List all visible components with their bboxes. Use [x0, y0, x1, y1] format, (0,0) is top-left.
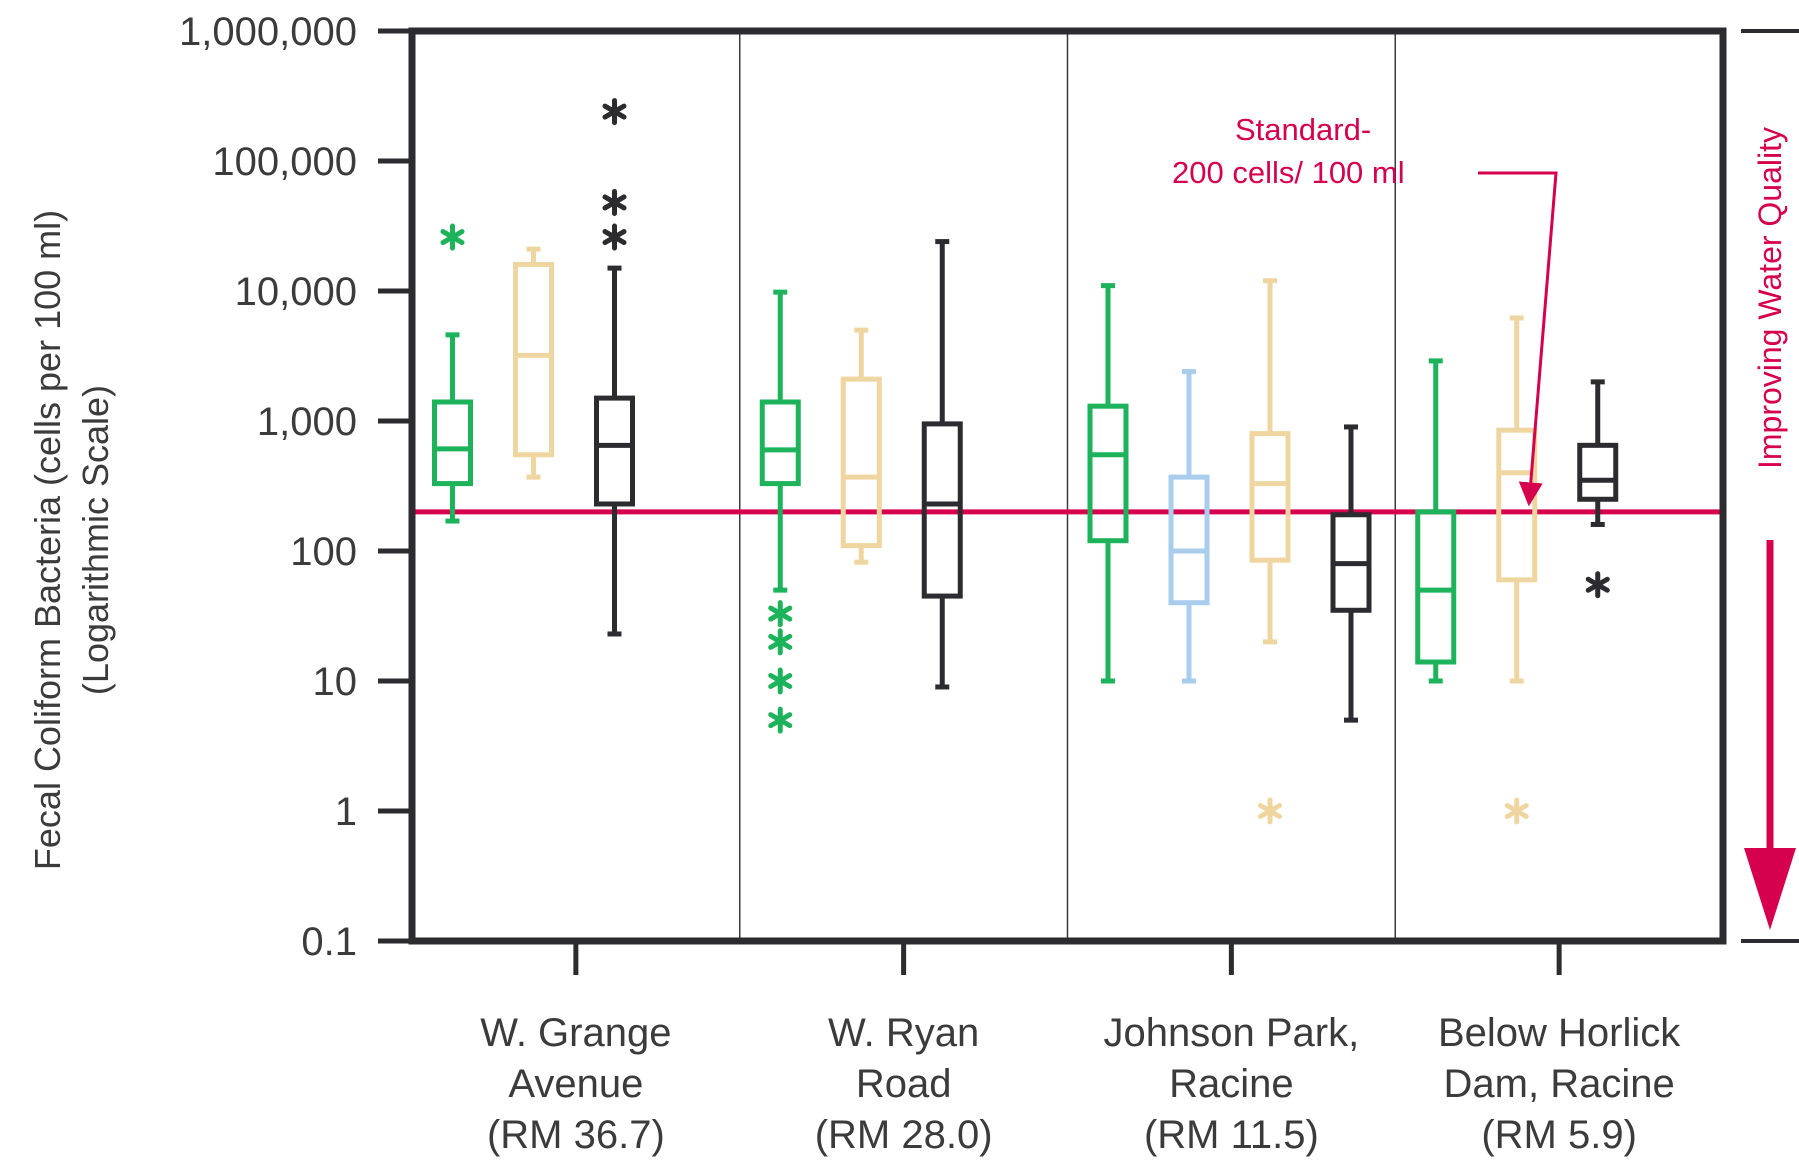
outlier-point [768, 667, 793, 695]
x-tick-label: Avenue [508, 1062, 643, 1106]
standard-pointer-arrow [1478, 171, 1558, 507]
iqr-box [1577, 442, 1619, 502]
y-axis-sublabel: (Logarithmic Scale) [75, 385, 116, 695]
box-plot [1415, 358, 1457, 684]
x-tick-label: Road [856, 1062, 952, 1106]
outlier-stroke [1504, 803, 1529, 819]
iqr-box [840, 376, 882, 549]
y-tick-label: 1,000 [257, 400, 357, 444]
y-axis-ticks: 0.1 1 10 100 1,000 10,000 100,000 1,000,000 [179, 10, 412, 964]
outlier-point [602, 223, 627, 251]
y-tick-label: 10 [313, 660, 358, 704]
outlier-stroke [768, 633, 793, 650]
outlier-point [1585, 571, 1610, 599]
outlier-point [602, 188, 627, 216]
water-quality-indicator: Improving Water Quality [1741, 29, 1799, 943]
outlier-stroke [1585, 576, 1610, 593]
box-plot [513, 246, 554, 480]
y-tick-label: 10,000 [235, 270, 357, 314]
y-tick-label: 0.1 [301, 920, 357, 964]
box-plot [1249, 278, 1291, 825]
x-axis-labels: W. Grange Avenue (RM 36.7) W. Ryan Road (RM 2… [480, 1011, 1681, 1157]
y-tick-label: 1 [335, 790, 357, 834]
standard-label-line1: Standard- [1235, 112, 1371, 147]
iqr-box [1415, 509, 1457, 665]
x-tick-label: (RM 5.9) [1481, 1113, 1637, 1157]
category-dividers [739, 31, 1396, 941]
iqr-box [759, 399, 801, 487]
box-plot [1496, 315, 1538, 825]
x-tick-label: (RM 28.0) [815, 1113, 993, 1157]
outlier-point [1257, 797, 1283, 825]
outlier-stroke [602, 229, 627, 246]
iqr-box [432, 399, 473, 487]
outlier-point [768, 706, 793, 734]
box-plot [840, 327, 882, 565]
iqr-box [1168, 474, 1210, 606]
box-plot [432, 223, 473, 524]
outlier-point [1504, 797, 1529, 825]
outlier-stroke [440, 229, 465, 246]
improving-water-quality-label: Improving Water Quality [1752, 127, 1788, 469]
x-tick-label: (RM 11.5) [1144, 1113, 1319, 1157]
box-plot [1330, 424, 1372, 723]
outlier-point [440, 223, 465, 251]
y-axis-label: Fecal Coliform Bacteria (cells per 100 m… [27, 210, 68, 870]
plot-frame [408, 27, 1727, 945]
iqr-box [594, 395, 635, 507]
outlier-point [768, 628, 793, 656]
iqr-box [1249, 431, 1291, 563]
x-tick-label: W. Grange [480, 1011, 671, 1055]
outlier-point [768, 600, 793, 628]
x-axis-ticks [573, 941, 1562, 975]
box-plot [1087, 283, 1129, 684]
box-plot [1577, 379, 1619, 599]
standard-label-line2: 200 cells/ 100 ml [1172, 155, 1405, 190]
x-tick-label: W. Ryan [828, 1011, 979, 1055]
outlier-stroke [602, 194, 627, 211]
indicator-arrow-head [1744, 848, 1796, 930]
x-tick-label: Johnson Park, [1104, 1011, 1360, 1055]
box-plot [594, 98, 635, 637]
x-tick-label: Dam, Racine [1444, 1062, 1675, 1106]
standard-annotation: Standard- 200 cells/ 100 ml [1172, 112, 1558, 507]
iqr-box [921, 421, 963, 599]
outlier-stroke [1257, 803, 1283, 819]
y-axis-title: Fecal Coliform Bacteria (cells per 100 m… [27, 210, 116, 870]
box-plot [759, 289, 801, 734]
outlier-stroke [602, 103, 627, 120]
box-plot [1168, 369, 1210, 684]
y-tick-label: 100,000 [212, 140, 357, 184]
outlier-point [602, 98, 627, 126]
x-tick-label: (RM 36.7) [487, 1113, 665, 1157]
box-plot [921, 239, 963, 690]
outlier-stroke [768, 673, 793, 689]
y-tick-label: 100 [290, 530, 357, 574]
iqr-box [513, 261, 554, 458]
box-plots [432, 98, 1619, 825]
outlier-stroke [768, 712, 793, 729]
iqr-box [1087, 403, 1129, 544]
outlier-stroke [768, 605, 793, 622]
x-tick-label: Below Horlick [1438, 1011, 1681, 1055]
y-tick-label: 1,000,000 [179, 10, 357, 54]
x-tick-label: Racine [1169, 1062, 1294, 1106]
iqr-box [1496, 427, 1538, 583]
